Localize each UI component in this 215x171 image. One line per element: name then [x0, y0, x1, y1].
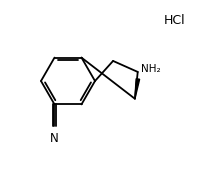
Text: HCl: HCl: [164, 15, 186, 28]
Text: NH₂: NH₂: [141, 64, 161, 74]
Polygon shape: [135, 79, 140, 99]
Text: N: N: [50, 132, 59, 145]
